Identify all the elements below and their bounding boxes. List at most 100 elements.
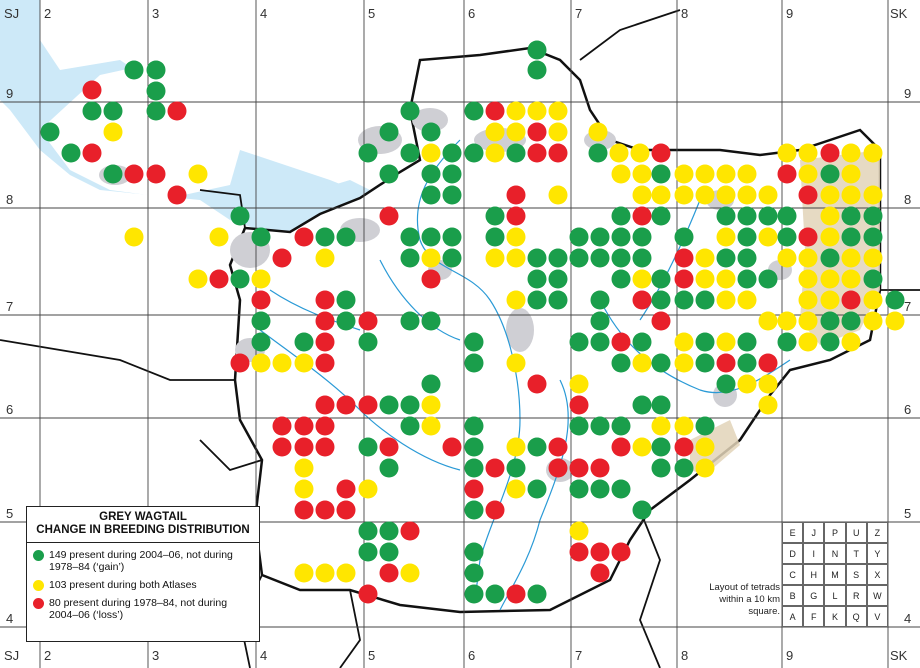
tetrad-cell-S: S [845,564,867,585]
both-record [695,248,715,268]
gain-record [737,269,757,289]
loss-record [294,500,314,520]
both-record [737,164,757,184]
gain-record [464,101,484,121]
gain-record [569,416,589,436]
loss-record [820,143,840,163]
gain-record [651,164,671,184]
both-record [506,122,526,142]
gain-record [590,248,610,268]
gain-record [527,584,547,604]
both-record [548,185,568,205]
gain-record [695,353,715,373]
both-record [485,248,505,268]
gain-record [61,143,81,163]
loss-record [485,500,505,520]
gain-record [737,353,757,373]
both-record [758,227,778,247]
northing-label-9: 9 [6,86,14,101]
loss-record [358,584,378,604]
both-record [188,164,208,184]
gain-record [674,227,694,247]
gain-record [758,206,778,226]
both-record [485,143,505,163]
loss-record [315,500,335,520]
tetrad-cell-Y: Y [866,543,888,564]
gain-record [611,416,631,436]
gain-record [379,521,399,541]
both-record [820,185,840,205]
loss-record [336,500,356,520]
gain-record [885,290,905,310]
gain-record [400,311,420,331]
loss-record [336,395,356,415]
gain-record [863,206,883,226]
both-record [506,290,526,310]
gain-record [820,164,840,184]
loss-record [651,311,671,331]
gain-record [651,353,671,373]
gain-record [527,248,547,268]
both-record [863,185,883,205]
both-record [841,164,861,184]
gain-record [569,227,589,247]
loss-record [379,563,399,583]
both-record [737,290,757,310]
both-record [506,353,526,373]
gain-record [695,332,715,352]
both-record [777,248,797,268]
loss-record [632,290,652,310]
both-record [421,416,441,436]
both-record [841,269,861,289]
legend-loss-text: 80 present during 1978–84, not during 20… [49,597,228,621]
both-record [294,479,314,499]
both-record [209,227,229,247]
loss-record [315,290,335,310]
both-record [400,563,420,583]
legend: GREY WAGTAIL CHANGE IN BREEDING DISTRIBU… [26,506,260,642]
tetrad-cell-N: N [824,543,846,564]
both-record [527,101,547,121]
gain-record [379,395,399,415]
both-record [841,248,861,268]
legend-title-line1: GREY WAGTAIL [99,511,187,523]
gain-record [400,416,420,436]
loss-record [569,395,589,415]
sk-bottom-label: SK [890,648,908,663]
gain-record [777,332,797,352]
gain-record [695,290,715,310]
both-record [294,563,314,583]
gain-record [716,206,736,226]
tetrad-cell-M: M [824,564,846,585]
legend-divider [27,542,259,543]
gain-record [527,290,547,310]
both-record [632,164,652,184]
gain-record [230,206,250,226]
gain-record [590,290,610,310]
gain-record [548,248,568,268]
both-record [548,122,568,142]
loss-record [315,437,335,457]
gain-record [400,248,420,268]
gain-record [82,101,102,121]
sj-top-label: SJ [4,6,20,21]
loss-record [294,437,314,457]
easting-label-3: 3 [152,648,160,663]
loss-record [379,206,399,226]
gain-record [588,143,608,163]
gain-record [464,500,484,520]
easting-label-4: 4 [260,648,268,663]
gain-record [569,248,589,268]
loss-record [548,143,568,163]
both-record [506,437,526,457]
sj-bottom-label: SJ [4,648,20,663]
loss-record [527,143,547,163]
both-record [798,311,818,331]
loss-record [358,395,378,415]
northing-label-8: 8 [6,192,14,207]
tetrad-cell-J: J [803,522,825,543]
northing-label-5: 5 [6,506,14,521]
both-record [421,395,441,415]
